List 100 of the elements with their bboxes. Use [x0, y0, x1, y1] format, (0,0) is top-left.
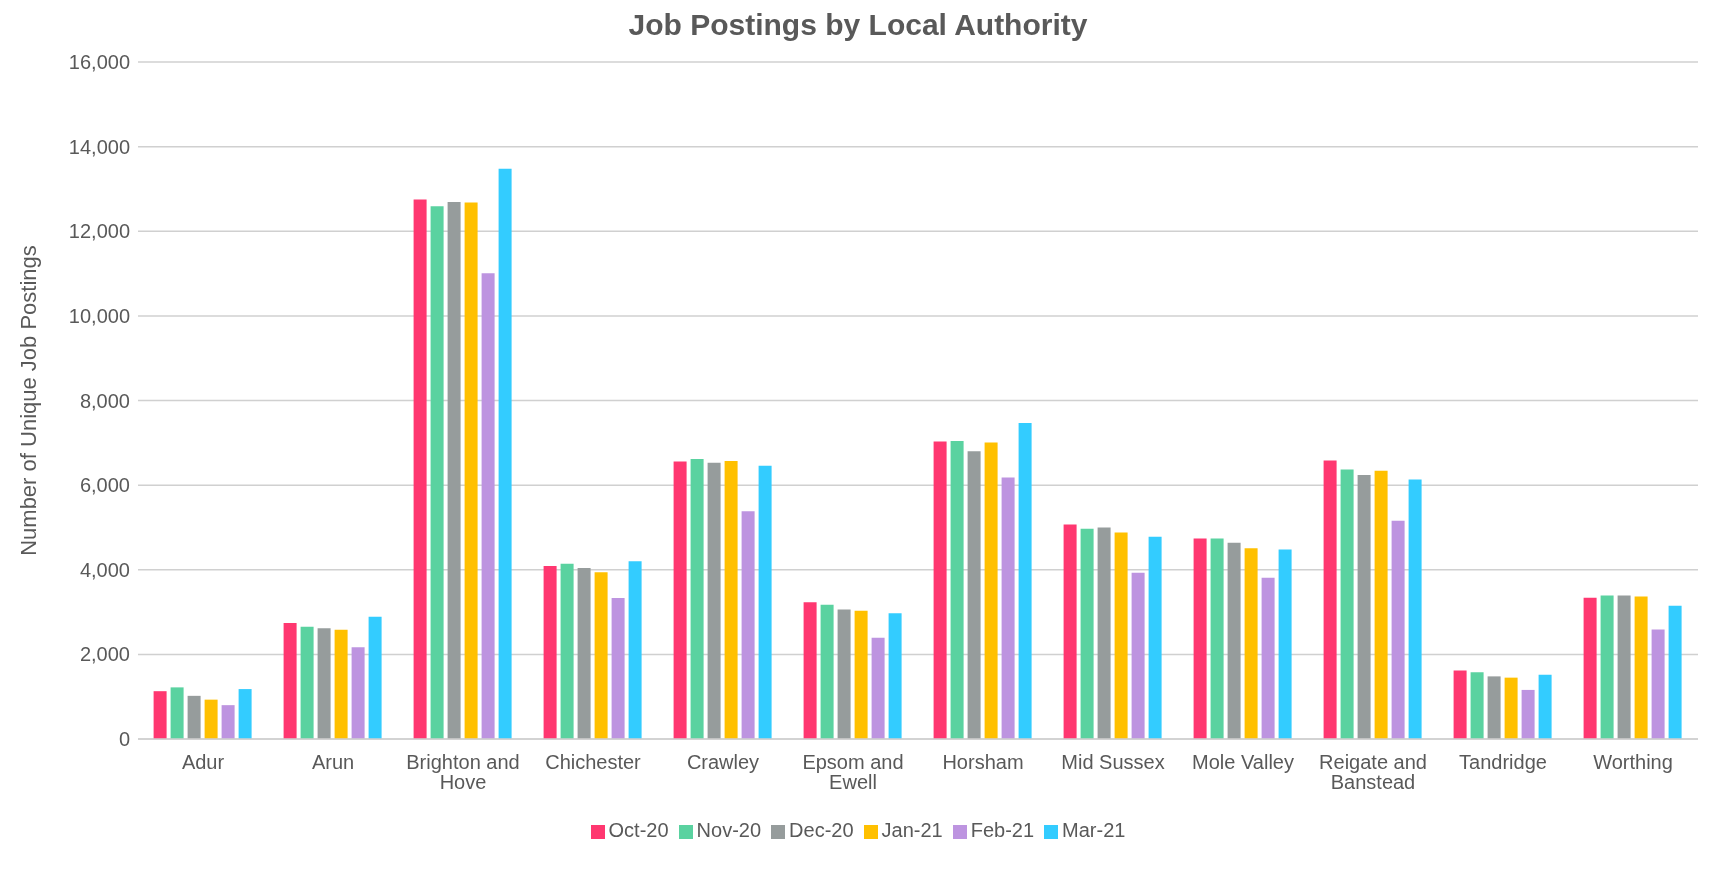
chart-title: Job Postings by Local Authority: [627, 8, 1089, 42]
legend-label: Mar-21: [1062, 819, 1126, 841]
x-tick-label: Arun: [311, 751, 355, 774]
bar: [1210, 538, 1224, 739]
bar: [560, 563, 574, 739]
bar: [498, 168, 512, 739]
x-tick-label: Adur: [181, 751, 225, 774]
bar: [1323, 460, 1337, 739]
legend-label: Oct-20: [608, 819, 669, 841]
bar: [888, 613, 902, 739]
bar: [447, 202, 461, 739]
bar: [1278, 549, 1292, 739]
bar: [1114, 532, 1128, 739]
x-tick-label: Worthing: [1593, 751, 1673, 774]
bar: [238, 689, 252, 739]
bar: [594, 572, 608, 739]
bar: [481, 273, 495, 739]
bar: [1487, 676, 1501, 739]
y-tick-label: 10,000: [68, 304, 130, 327]
bar: [334, 629, 348, 739]
bar: [1193, 538, 1207, 739]
bar: [1583, 597, 1597, 739]
bar: [611, 598, 625, 739]
x-tick-label: Chichester: [545, 751, 642, 774]
bar: [204, 699, 218, 739]
bar: [673, 461, 687, 739]
bar: [1018, 422, 1032, 739]
y-tick-label: 4,000: [79, 558, 130, 581]
bar: [871, 637, 885, 739]
bar: [1634, 596, 1648, 739]
bar: [1374, 470, 1388, 739]
bar: [1617, 595, 1631, 739]
bar: [1261, 577, 1275, 739]
x-tick-label: Mole Valley: [1192, 751, 1294, 774]
bar: [1080, 528, 1094, 739]
y-tick-label: 14,000: [68, 135, 130, 158]
y-tick-label: 8,000: [79, 389, 130, 412]
bar: [758, 465, 772, 739]
bar: [543, 565, 557, 739]
bar: [283, 623, 297, 739]
bar: [577, 568, 591, 739]
bar: [854, 610, 868, 739]
bar: [967, 451, 981, 739]
bar: [1097, 527, 1111, 739]
bar: [1001, 477, 1015, 739]
legend-label: Dec-20: [789, 819, 854, 841]
bar: [1600, 595, 1614, 739]
bar: [1063, 524, 1077, 739]
bar: [464, 202, 478, 739]
x-tick-label: Epsom and Ewell: [802, 751, 904, 794]
bar: [1470, 672, 1484, 739]
y-tick-label: 6,000: [79, 474, 130, 497]
bar: [187, 695, 201, 739]
bar: [300, 626, 314, 739]
bar: [1131, 572, 1145, 739]
bar: [837, 609, 851, 739]
bar: [1651, 629, 1665, 739]
bar: [351, 647, 365, 739]
bar: [413, 199, 427, 739]
bar: [170, 687, 184, 739]
legend-label: Jan-21: [881, 819, 943, 841]
bar: [803, 602, 817, 739]
x-tick-label: Mid Sussex: [1061, 751, 1165, 774]
legend-label: Nov-20: [696, 819, 762, 841]
bar: [1668, 605, 1682, 739]
bar: [741, 511, 755, 739]
bar: [430, 206, 444, 739]
bar: [153, 691, 167, 739]
bar: [1244, 548, 1258, 739]
bar: [820, 604, 834, 739]
y-tick-label: 2,000: [79, 643, 130, 666]
bar: [317, 628, 331, 739]
bar: [724, 461, 738, 739]
y-tick-label: 0: [118, 728, 130, 751]
bar: [950, 441, 964, 739]
bar: [1504, 677, 1518, 739]
bar: [1340, 469, 1354, 739]
x-tick-label: Horsham: [942, 751, 1024, 774]
bar: [368, 616, 382, 739]
legend-label: Feb-21: [970, 819, 1035, 841]
x-tick-label: Brighton and Hove: [406, 751, 520, 794]
bar: [933, 441, 947, 739]
bar: [1357, 474, 1371, 739]
bar: [707, 462, 721, 739]
bar: [690, 458, 704, 739]
bar: [1538, 674, 1552, 739]
bar: [1521, 689, 1535, 739]
bar: [1227, 542, 1241, 739]
y-tick-label: 12,000: [68, 220, 130, 243]
y-tick-label: 16,000: [68, 51, 130, 74]
bar: [1148, 536, 1162, 739]
y-axis-title: Number of Unique Job Postings: [15, 245, 41, 556]
bar: [1453, 670, 1467, 739]
x-tick-label: Tandridge: [1459, 751, 1547, 774]
x-tick-label: Reigate and Banstead: [1319, 751, 1427, 794]
bar: [1391, 520, 1405, 739]
bar: [628, 561, 642, 739]
bar: [984, 442, 998, 739]
x-tick-label: Crawley: [686, 751, 760, 774]
bar: [221, 705, 235, 739]
